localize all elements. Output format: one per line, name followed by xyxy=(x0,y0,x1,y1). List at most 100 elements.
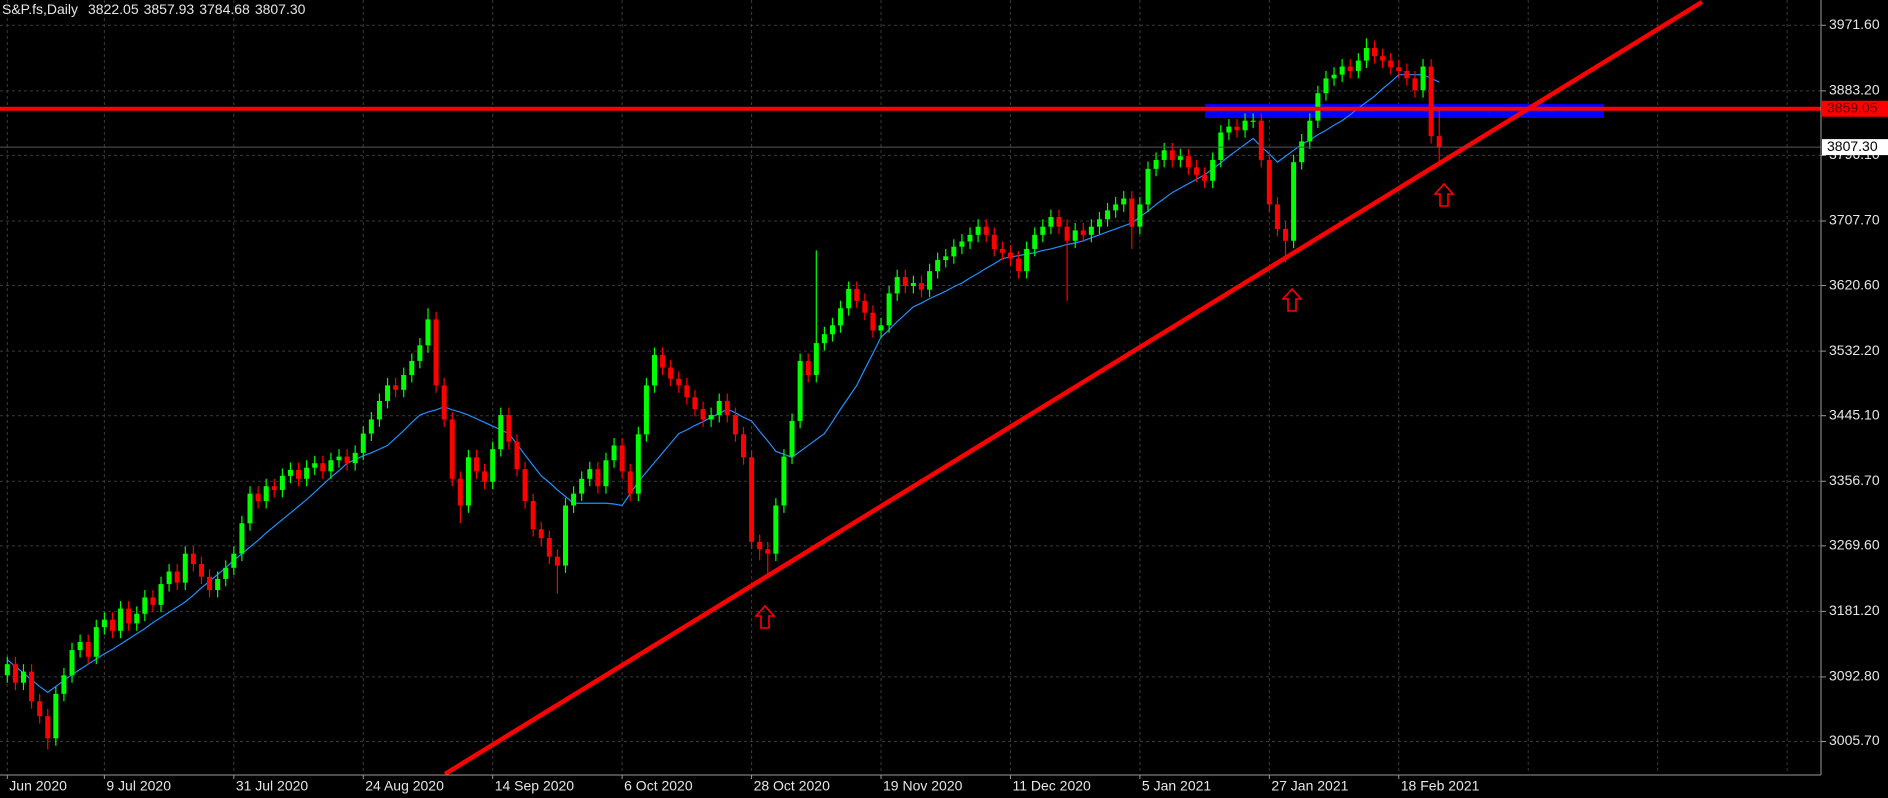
candle-body xyxy=(1234,126,1240,131)
y-tick-label: 3532.20 xyxy=(1829,342,1880,358)
candle-body xyxy=(1040,226,1046,235)
candle-body xyxy=(1274,204,1280,229)
candle-body xyxy=(1331,74,1337,79)
candle-body xyxy=(401,374,407,390)
candle-body xyxy=(1363,47,1369,61)
chart-header: S&P.fs,Daily 3822.05 3857.93 3784.68 3807.30 xyxy=(2,1,306,17)
ma-layer xyxy=(6,74,1440,694)
candle-body xyxy=(271,486,277,490)
candle-body xyxy=(312,463,318,468)
candle-body xyxy=(991,234,997,249)
candle-body xyxy=(716,400,722,416)
candle-body xyxy=(85,641,91,657)
candle-body xyxy=(190,553,196,565)
candle-body xyxy=(571,493,577,506)
candle-body xyxy=(902,277,908,287)
candle-body xyxy=(474,457,480,472)
candle-body xyxy=(1153,159,1159,169)
y-tick-label: 3356.70 xyxy=(1829,472,1880,488)
candle-body xyxy=(336,456,342,461)
candle-body xyxy=(1404,70,1410,79)
candle-body xyxy=(1250,120,1256,122)
candle-body xyxy=(417,345,423,361)
candle-body xyxy=(627,471,633,494)
candle-body xyxy=(927,271,933,290)
candle-body xyxy=(1185,156,1191,168)
y-tick-label: 3620.60 xyxy=(1829,276,1880,292)
candle-body xyxy=(846,288,852,309)
candle-body xyxy=(829,325,835,335)
x-tick-label: 9 Jul 2020 xyxy=(106,778,171,794)
candle-body xyxy=(611,445,617,461)
candle-body xyxy=(1161,150,1167,160)
candle-body xyxy=(660,354,666,368)
candle-body xyxy=(1080,230,1086,235)
candle-body xyxy=(878,325,884,331)
candle-body xyxy=(789,420,795,457)
candle-body xyxy=(174,571,180,583)
candle-body xyxy=(538,529,544,539)
level-layer xyxy=(0,106,1821,148)
header-low: 3784.68 xyxy=(199,1,250,17)
arrow-up xyxy=(1281,287,1303,312)
candle-body xyxy=(967,234,973,242)
candle-body xyxy=(126,608,132,624)
candle-body xyxy=(522,469,528,502)
candle-body xyxy=(1145,168,1151,205)
candle-body xyxy=(1007,252,1013,259)
candle-body xyxy=(506,415,512,442)
candle-body xyxy=(1420,66,1426,91)
candle-body xyxy=(1372,47,1378,57)
candle-body xyxy=(29,671,35,702)
candle-body xyxy=(886,293,892,326)
candle-body xyxy=(166,571,172,585)
x-tick-label: Jun 2020 xyxy=(9,778,67,794)
candle-body xyxy=(12,664,18,683)
y-tick-label: 3269.60 xyxy=(1829,537,1880,553)
candle-body xyxy=(207,576,213,591)
candle-body xyxy=(546,538,552,557)
candle-body xyxy=(652,354,657,386)
candle-body xyxy=(1299,141,1305,163)
candle-body xyxy=(918,283,924,290)
price-axis-panel xyxy=(1821,0,1888,798)
candle-body xyxy=(223,567,229,579)
candle-body xyxy=(45,716,51,739)
candle-body xyxy=(1242,120,1248,131)
candle-body xyxy=(1121,198,1127,205)
candle-body xyxy=(239,523,245,554)
candle-body xyxy=(813,343,819,375)
time-axis-panel xyxy=(0,775,1888,798)
candle-body xyxy=(393,385,399,390)
candle-body xyxy=(385,385,391,401)
candle-body xyxy=(304,467,310,479)
candle-body xyxy=(838,308,844,326)
candle-body xyxy=(1436,136,1442,148)
candle-body xyxy=(773,505,779,554)
candle-body xyxy=(69,650,75,676)
candle-body xyxy=(943,256,949,261)
candle-body xyxy=(983,226,989,235)
candle-body xyxy=(1283,228,1289,241)
candle-body xyxy=(118,608,124,631)
candle-body xyxy=(732,415,738,435)
chart-title: S&P.fs,Daily xyxy=(2,1,78,17)
candle-body xyxy=(279,475,285,490)
candle-body xyxy=(1072,230,1078,241)
candle-body xyxy=(1194,167,1200,175)
y-tick-label: 3707.70 xyxy=(1829,212,1880,228)
candle-body xyxy=(676,378,682,386)
candle-body xyxy=(1113,204,1119,211)
candle-body xyxy=(951,246,957,257)
moving-average xyxy=(6,74,1440,694)
y-tick-label: 3181.20 xyxy=(1829,602,1880,618)
candle-body xyxy=(1048,217,1054,227)
arrow-up xyxy=(754,604,776,629)
candle-body xyxy=(1129,198,1135,227)
y-tick-label: 3005.70 xyxy=(1829,732,1880,748)
candle-body xyxy=(1266,159,1272,205)
candle-body xyxy=(579,478,585,494)
candle-body xyxy=(514,441,520,470)
